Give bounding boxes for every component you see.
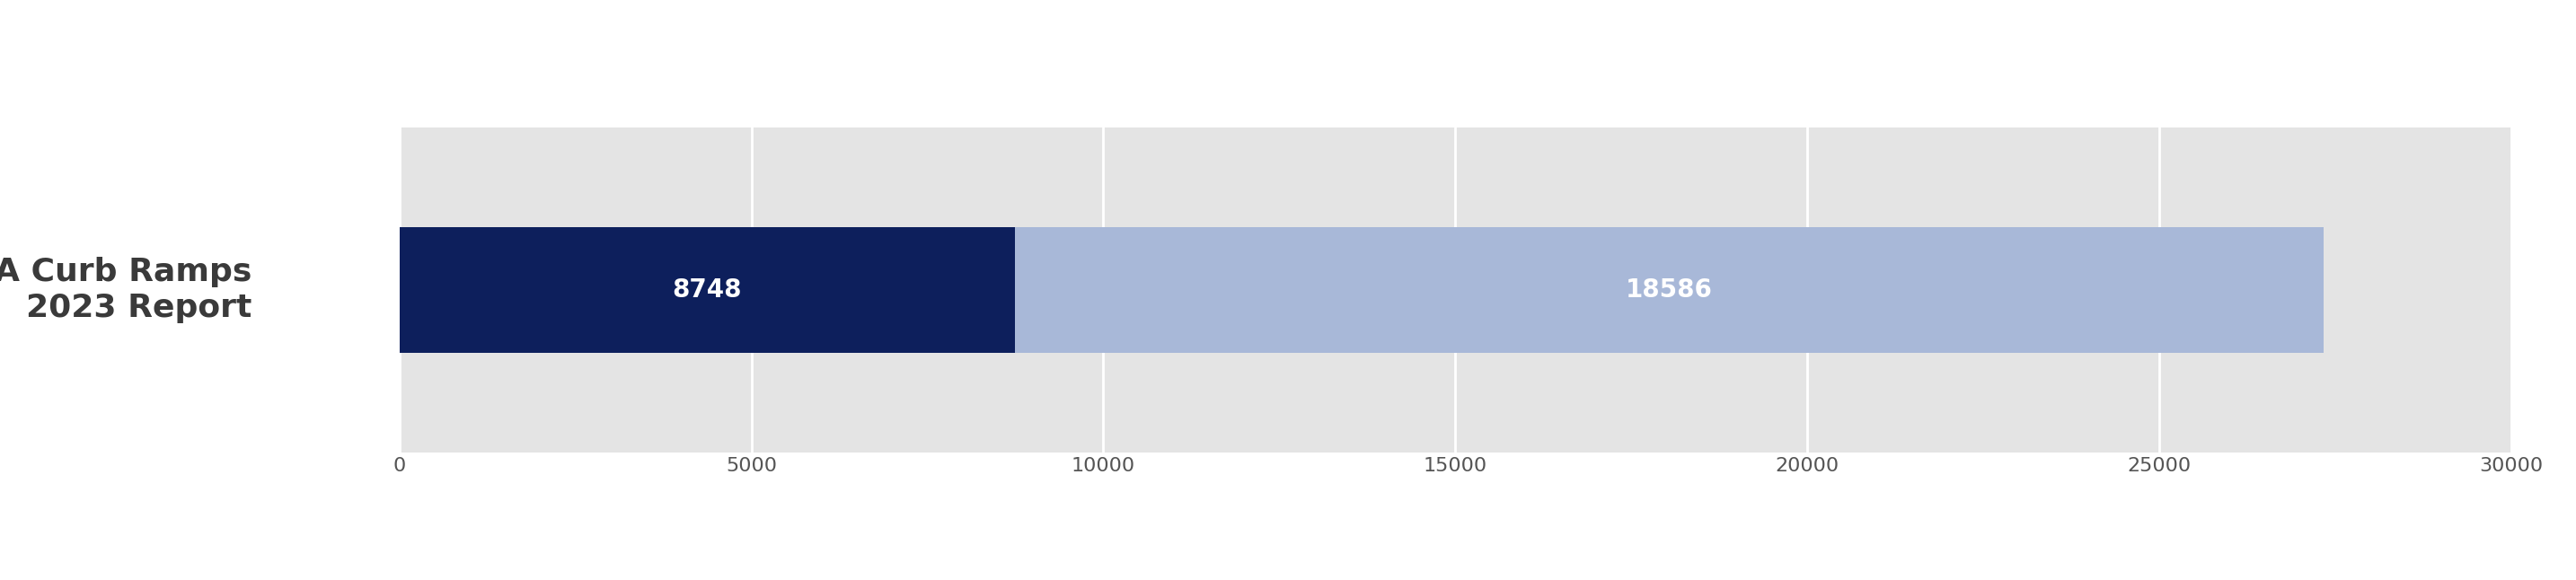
Y-axis label: ADA Curb Ramps
2023 Report: ADA Curb Ramps 2023 Report [0,257,252,323]
Text: 18586: 18586 [1625,277,1713,303]
Bar [1015,227,2324,353]
Text: 8748: 8748 [672,277,742,303]
Legend: Complete, Remaining: Complete, Remaining [1306,576,1605,580]
Bar [399,227,1015,353]
